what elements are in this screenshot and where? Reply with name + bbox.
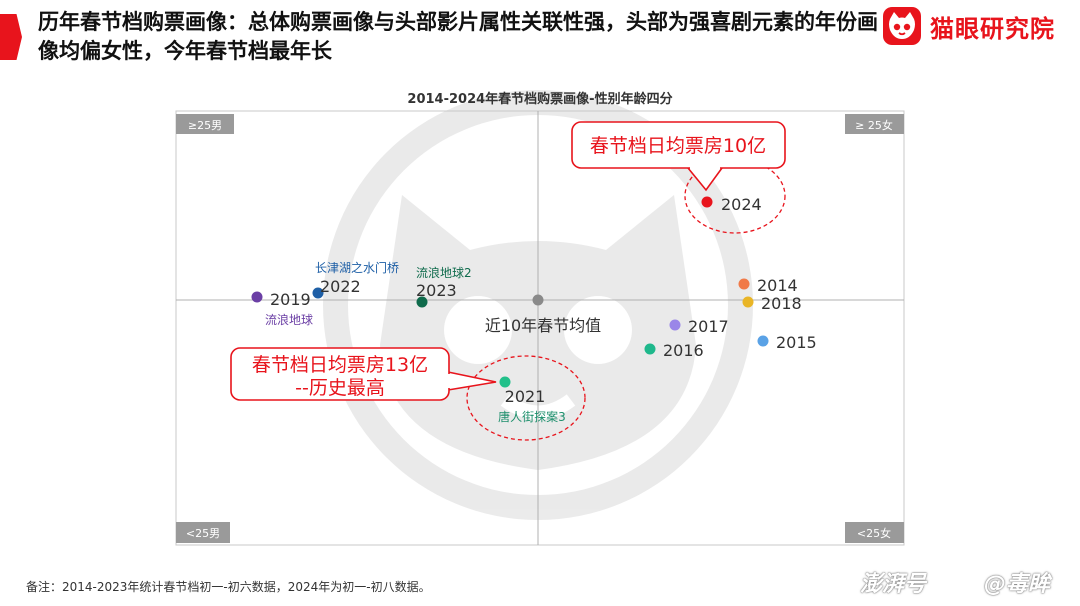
callout-2021: 春节档日均票房13亿 --历史最高 — [230, 347, 497, 401]
point-2015 — [757, 335, 769, 347]
svg-text:<25男: <25男 — [186, 527, 220, 540]
point-2019 — [251, 291, 263, 303]
point-label-2016: 2016 — [663, 341, 704, 360]
quadrant-tag-bottom-left: <25男 — [176, 522, 230, 543]
point-2014 — [738, 278, 750, 290]
quadrant-tag-bottom-right: <25女 — [845, 522, 904, 543]
point-2018 — [742, 296, 754, 308]
point-label-2017: 2017 — [688, 317, 729, 336]
point-label-2019: 2019 — [270, 290, 311, 309]
chart-title: 2014-2024年春节档购票画像-性别年龄四分 — [407, 91, 672, 107]
point-label-2024: 2024 — [721, 195, 762, 214]
point-2016 — [644, 343, 656, 355]
point-2024 — [701, 196, 713, 208]
center-average-point — [532, 294, 544, 306]
watermark-right: @毒眸 — [984, 572, 1051, 597]
svg-text:≥ 25女: ≥ 25女 — [855, 118, 893, 132]
quadrant-tag-top-left: ≥25男 — [176, 114, 234, 134]
quadrant-tag-top-right: ≥ 25女 — [845, 114, 904, 134]
point-2023 — [416, 296, 428, 308]
plot-area — [175, 110, 905, 546]
page-title: 历年春节档购票画像：总体购票画像与头部影片属性关联性强，头部为强喜剧元素的年份画… — [38, 10, 878, 63]
point-label-2023: 2023 — [416, 281, 457, 300]
maoyan-logo: 猫眼研究院 — [882, 6, 1055, 46]
point-label-2015: 2015 — [776, 333, 817, 352]
point-2017 — [669, 319, 681, 331]
film-label-2019: 流浪地球 — [265, 312, 313, 327]
center-average-label: 近10年春节均值 — [485, 316, 601, 335]
film-label-2023: 流浪地球2 — [416, 265, 472, 280]
svg-text:≥25男: ≥25男 — [188, 119, 222, 132]
point-label-2018: 2018 — [761, 294, 802, 313]
footnote: 备注：2014-2023年统计春节档初一-初六数据，2024年为初一-初八数据。 — [26, 580, 431, 594]
svg-text:<25女: <25女 — [857, 526, 891, 540]
cat-logo-icon — [883, 7, 921, 45]
callout-2021-line1: 春节档日均票房13亿 — [252, 354, 428, 376]
callout-2024: 春节档日均票房10亿 — [571, 121, 786, 192]
point-label-2014: 2014 — [757, 276, 798, 295]
highlight-ellipse-2021 — [466, 355, 586, 441]
callout-2021-line2: --历史最高 — [295, 377, 385, 399]
watermark-left: 澎湃号 — [860, 572, 927, 597]
title-accent-bar — [0, 14, 22, 60]
point-2022 — [312, 287, 324, 299]
film-label-2022: 长津湖之水门桥 — [315, 260, 399, 275]
point-label-2021: 2021 — [505, 387, 546, 406]
data-points: 2014 2015 2016 2017 2018 2019 流浪地球 2021 唐人街探案3 20… — [251, 195, 817, 424]
callout-2024-text: 春节档日均票房10亿 — [590, 135, 766, 157]
point-label-2022: 2022 — [320, 277, 361, 296]
point-2021 — [499, 376, 511, 388]
logo-text: 猫眼研究院 — [930, 14, 1055, 43]
film-label-2021: 唐人街探案3 — [498, 409, 566, 424]
